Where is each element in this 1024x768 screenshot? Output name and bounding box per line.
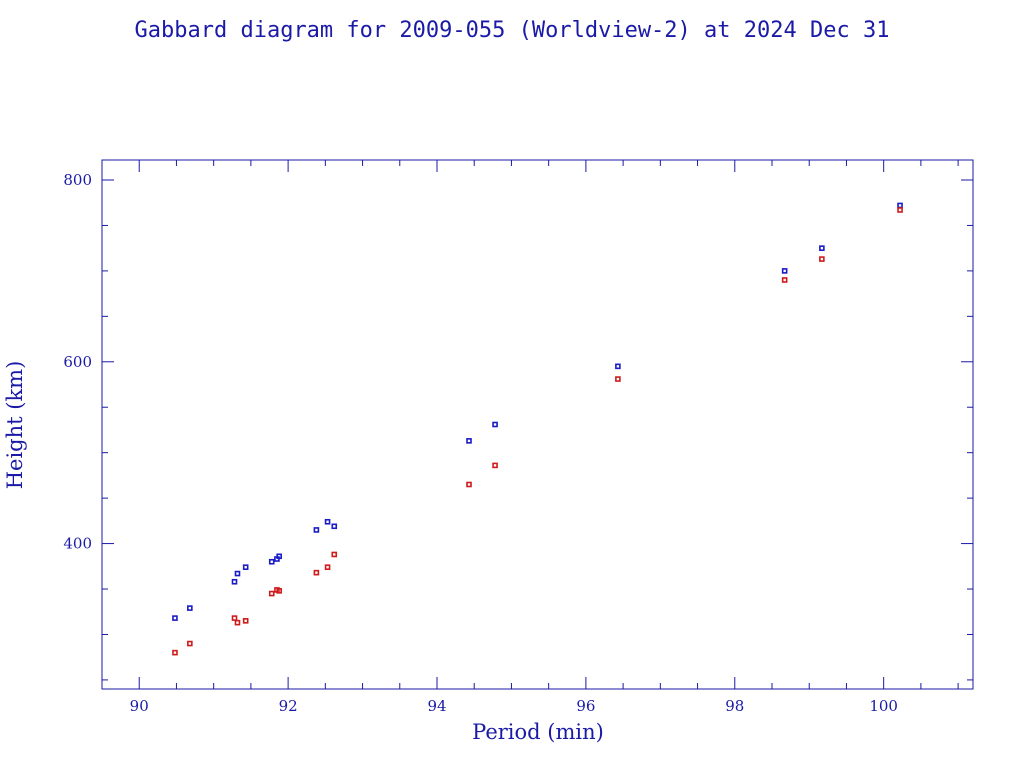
data-point-red	[331, 551, 338, 558]
data-point-red	[234, 619, 241, 626]
data-point-blue	[242, 564, 249, 571]
y-axis-label: Height (km)	[3, 361, 27, 490]
x-tick-label: 100	[869, 697, 898, 715]
axis-tick-labels: 90 92 94 96 98 100 400 600 800	[63, 171, 898, 715]
y-tick-label: 400	[63, 535, 92, 553]
data-point-red	[492, 462, 498, 469]
data-point-blue	[492, 421, 498, 428]
x-tick-label: 92	[279, 697, 298, 715]
data-point-red	[313, 569, 320, 576]
data-points	[172, 202, 903, 656]
x-axis-label: Period (min)	[472, 720, 604, 744]
data-point-blue	[268, 558, 275, 565]
x-tick-label: 94	[427, 697, 446, 715]
data-point-blue	[172, 615, 178, 621]
data-point-blue	[231, 578, 238, 585]
x-tick-label: 98	[725, 697, 744, 715]
axis-ticks	[101, 160, 973, 689]
y-tick-label: 600	[63, 353, 92, 371]
x-tick-label: 90	[130, 697, 149, 715]
data-point-red	[781, 277, 788, 283]
data-point-blue	[331, 523, 338, 530]
data-point-red	[615, 376, 621, 382]
data-point-blue	[234, 570, 241, 577]
data-point-red	[819, 256, 825, 262]
data-point-red	[172, 649, 178, 656]
chart-title: Gabbard diagram for 2009-055 (Worldview-…	[135, 18, 890, 43]
data-point-blue	[187, 605, 193, 611]
data-point-red	[276, 588, 282, 594]
data-point-blue	[324, 518, 331, 525]
data-point-blue	[819, 245, 825, 251]
y-tick-label: 800	[63, 171, 92, 189]
data-point-blue	[615, 363, 621, 370]
data-point-red	[268, 590, 275, 597]
data-point-red	[231, 615, 238, 621]
data-point-red	[242, 618, 249, 624]
data-point-blue	[276, 553, 282, 560]
plot-frame	[101, 159, 974, 690]
data-point-red	[466, 481, 472, 488]
data-point-red	[324, 564, 331, 571]
data-point-blue	[897, 202, 903, 209]
data-point-red	[897, 207, 903, 213]
data-point-red	[187, 640, 193, 647]
x-tick-label: 96	[576, 697, 595, 715]
data-point-blue	[466, 438, 472, 444]
data-point-blue	[313, 527, 320, 533]
data-point-blue	[781, 268, 788, 274]
